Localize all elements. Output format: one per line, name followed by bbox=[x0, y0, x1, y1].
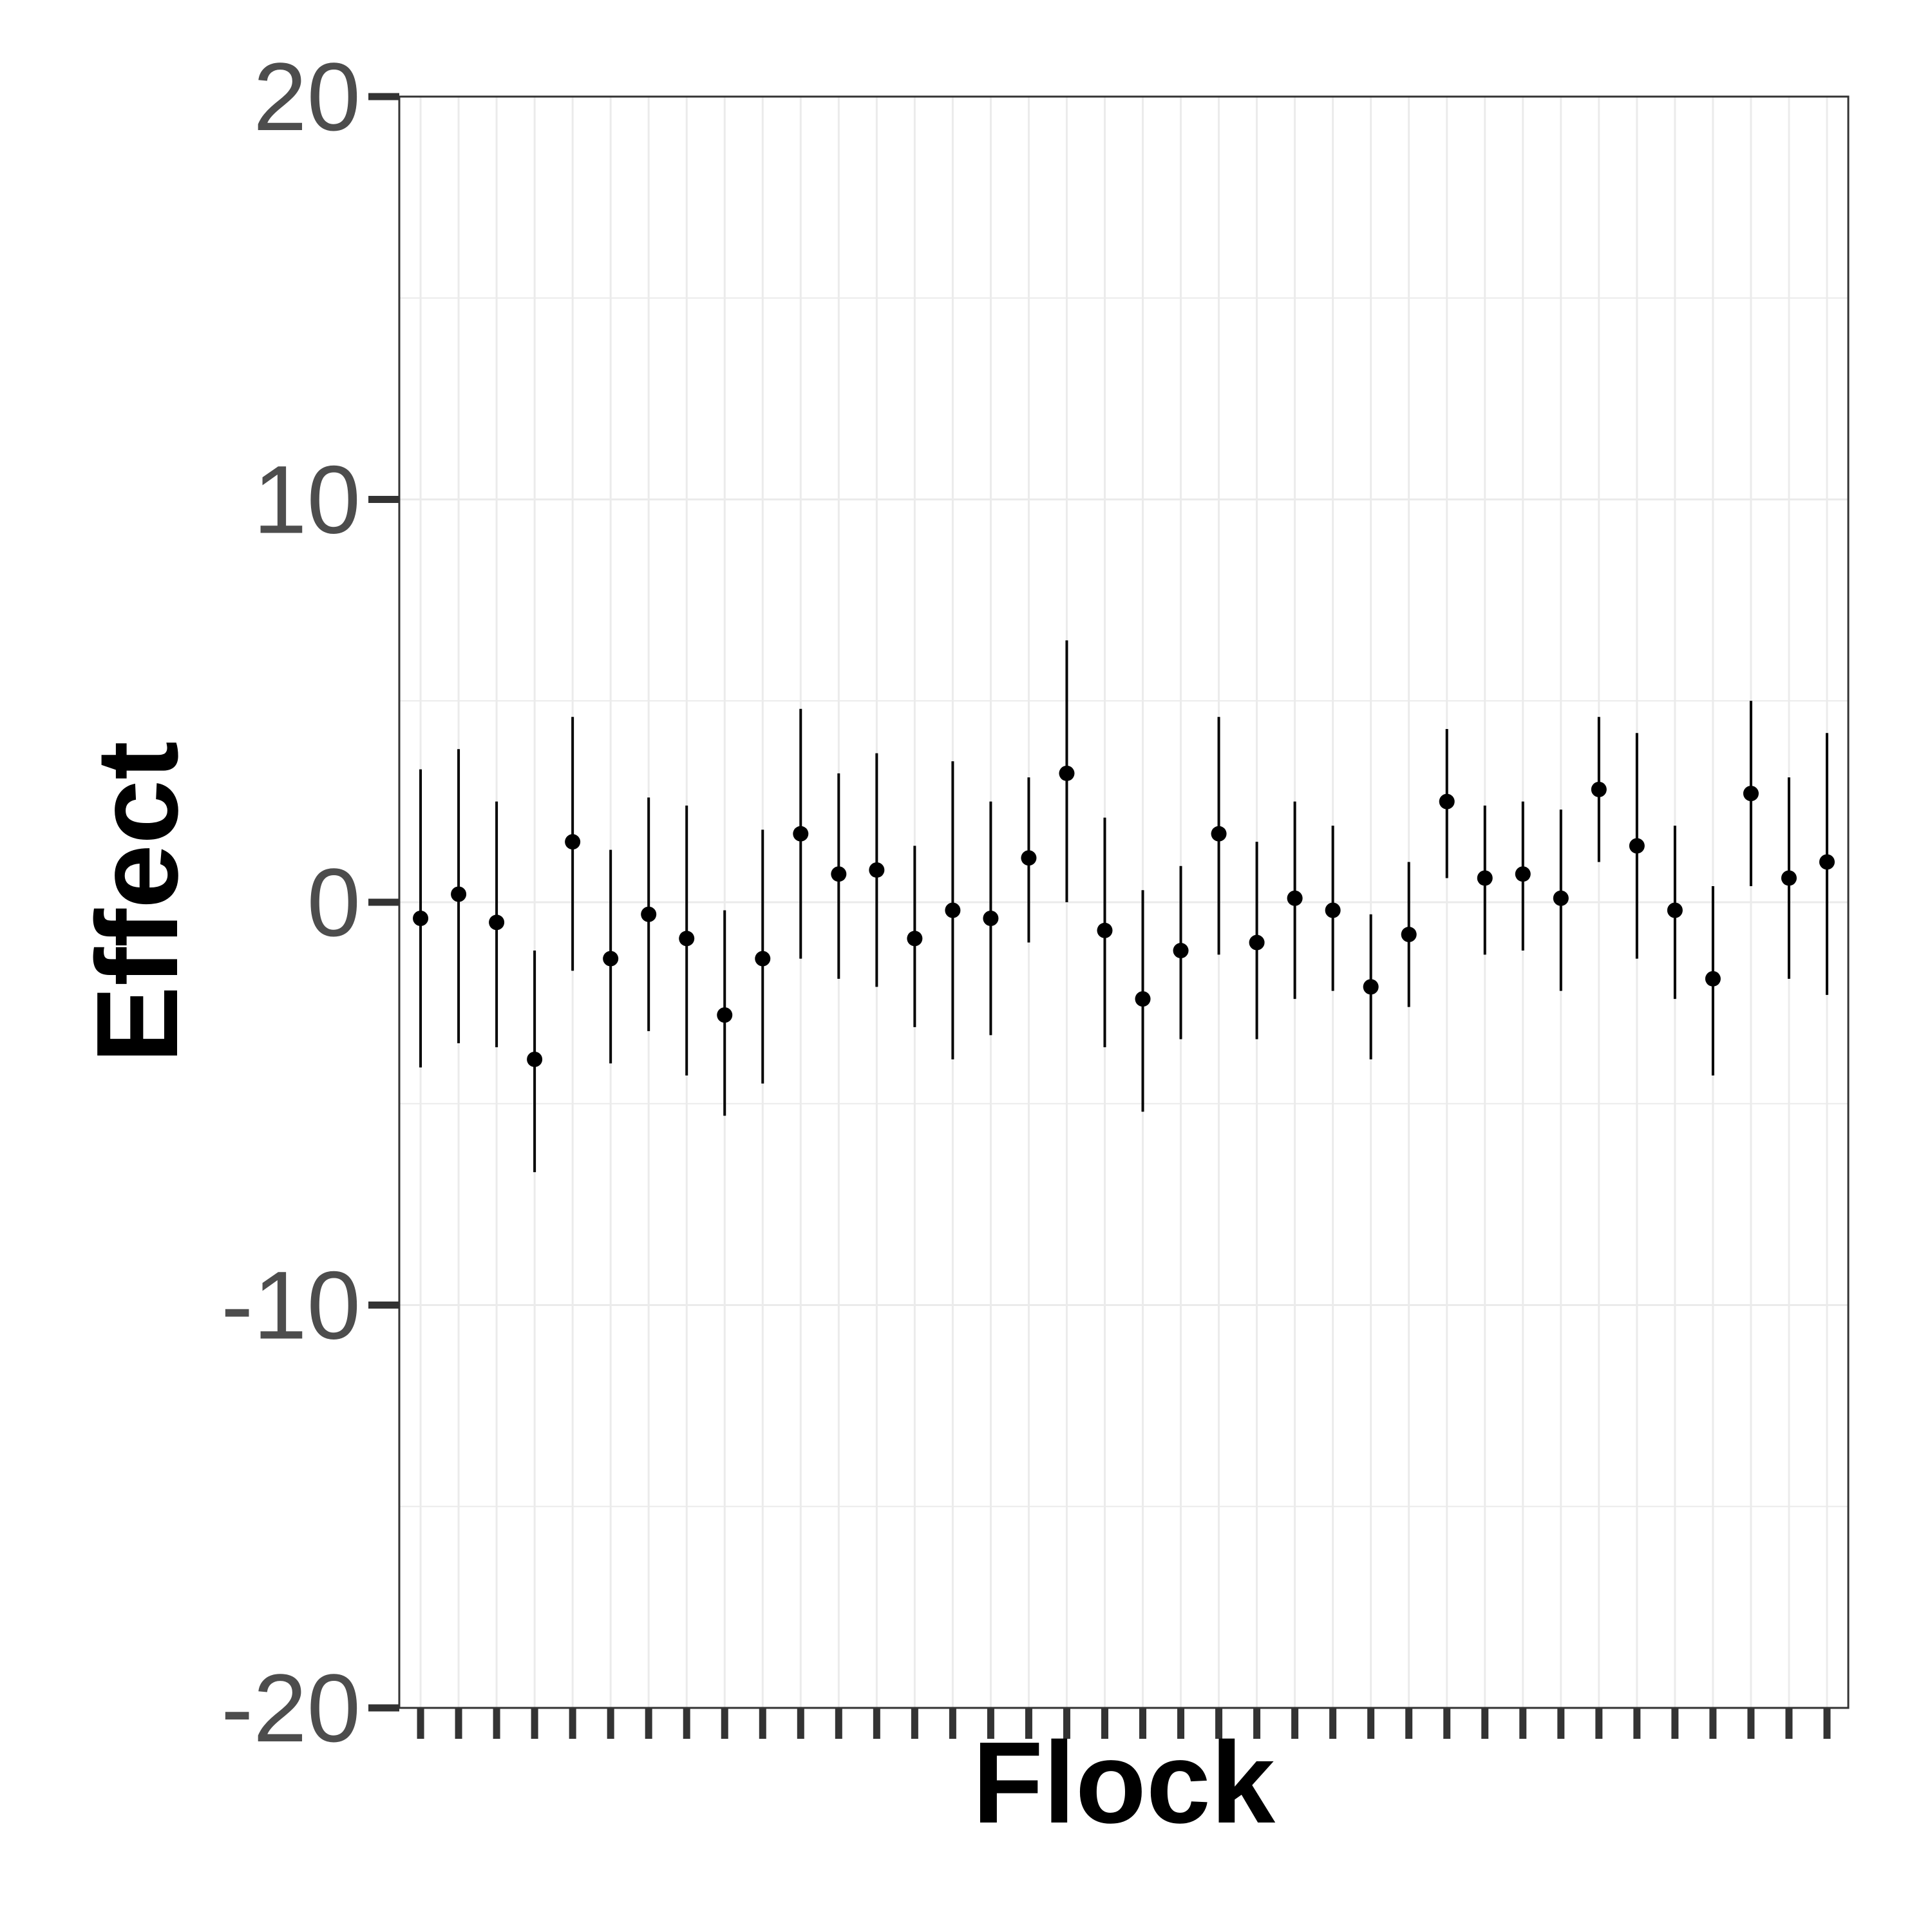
data-point bbox=[489, 914, 505, 931]
data-point bbox=[603, 951, 619, 967]
data-point bbox=[641, 906, 657, 922]
y-tick-label: -20 bbox=[221, 1654, 361, 1762]
y-tick-label: 10 bbox=[253, 446, 361, 554]
data-point bbox=[1097, 922, 1113, 938]
data-point bbox=[1211, 826, 1227, 842]
data-point bbox=[565, 834, 581, 850]
data-point bbox=[1325, 902, 1341, 918]
x-axis-title: Flock bbox=[972, 1718, 1276, 1848]
y-tick-label: 0 bbox=[307, 848, 361, 956]
data-point bbox=[1477, 870, 1493, 886]
data-point bbox=[1591, 781, 1607, 797]
data-point bbox=[869, 862, 885, 878]
data-point bbox=[1743, 786, 1759, 802]
data-point bbox=[1629, 838, 1645, 854]
data-point bbox=[1249, 934, 1265, 951]
data-point bbox=[945, 902, 961, 918]
data-point bbox=[1287, 890, 1303, 906]
y-axis-title: Effect bbox=[73, 741, 202, 1063]
data-point bbox=[679, 931, 695, 947]
data-point bbox=[755, 951, 771, 967]
data-point bbox=[1439, 793, 1455, 810]
data-point bbox=[983, 911, 999, 927]
data-point bbox=[1667, 902, 1683, 918]
data-point bbox=[907, 931, 923, 947]
data-point bbox=[793, 826, 809, 842]
data-point bbox=[1059, 765, 1075, 781]
data-point bbox=[1553, 890, 1569, 906]
data-point bbox=[451, 886, 467, 902]
data-point bbox=[717, 1007, 733, 1023]
x-axis bbox=[417, 1708, 1831, 1739]
data-points bbox=[413, 765, 1835, 1067]
data-point bbox=[1173, 943, 1189, 959]
data-point bbox=[1515, 866, 1531, 882]
data-point bbox=[1401, 927, 1417, 943]
data-point bbox=[1363, 979, 1379, 995]
data-point bbox=[1021, 850, 1037, 866]
data-point bbox=[1819, 854, 1835, 870]
y-tick-label: -10 bbox=[221, 1251, 361, 1359]
y-tick-label: 20 bbox=[253, 43, 361, 151]
data-point bbox=[1705, 971, 1721, 987]
data-point bbox=[527, 1051, 543, 1067]
data-point bbox=[1781, 870, 1797, 886]
data-point bbox=[413, 911, 429, 927]
y-axis: -20 -10 0 10 20 bbox=[221, 43, 399, 1762]
data-point bbox=[831, 866, 847, 882]
data-point bbox=[1135, 991, 1151, 1007]
